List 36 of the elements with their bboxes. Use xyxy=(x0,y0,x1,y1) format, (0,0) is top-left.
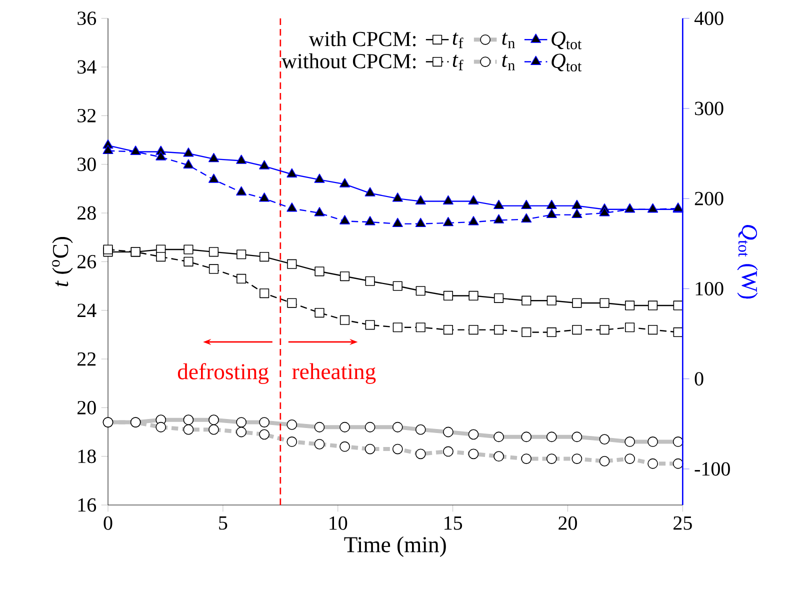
y2-tick-label: 400 xyxy=(694,12,724,26)
y-tick-label: 18 xyxy=(78,450,96,464)
annotation: with CPCM: xyxy=(308,31,416,46)
y-tick-label: 36 xyxy=(78,12,96,26)
y2-tick-label: 100 xyxy=(696,282,724,296)
legend-label: Q$_{tot}$ xyxy=(552,32,582,50)
x-axis-title: Time (min) xyxy=(344,536,446,557)
x-tick-label: 0 xyxy=(104,516,112,530)
annotation: defrosting xyxy=(178,363,269,384)
y-tick-label: 34 xyxy=(78,60,96,74)
y-tick-label: 24 xyxy=(78,304,96,317)
annotation: reheating xyxy=(292,363,376,384)
x-tick-label: 25 xyxy=(674,516,692,530)
legend-label: Q$_{tot}$ xyxy=(552,54,582,72)
y2-tick-label: 0 xyxy=(694,372,704,386)
y2-tick-label: -100 xyxy=(694,462,730,476)
y-axis-title: t ($^{o}$C) xyxy=(52,237,73,286)
x-tick-label: 20 xyxy=(558,516,577,530)
legend-label: t$_{f}$ xyxy=(452,32,464,48)
x-tick-label: 5 xyxy=(219,516,228,530)
legend-label: t$_{n}$ xyxy=(502,54,515,70)
y-tick-label: 30 xyxy=(78,158,96,172)
annotation: without CPCM: xyxy=(282,53,416,68)
y-tick-label: 20 xyxy=(78,400,96,414)
y2-tick-label: 300 xyxy=(695,102,724,116)
legend-label: t$_{f}$ xyxy=(452,54,464,70)
legend-label: t$_{n}$ xyxy=(502,32,515,48)
y-tick-label: 26 xyxy=(78,254,96,268)
y-tick-label: 16 xyxy=(78,498,96,512)
y-tick-label: 22 xyxy=(78,352,96,366)
y2-axis-title: Q$_{tot}$ (W) xyxy=(737,224,758,299)
x-tick-label: 10 xyxy=(330,516,348,530)
y-tick-label: 32 xyxy=(78,108,96,122)
x-tick-label: 15 xyxy=(444,516,462,530)
y2-tick-label: 200 xyxy=(694,192,724,206)
y-tick-label: 28 xyxy=(78,206,96,220)
